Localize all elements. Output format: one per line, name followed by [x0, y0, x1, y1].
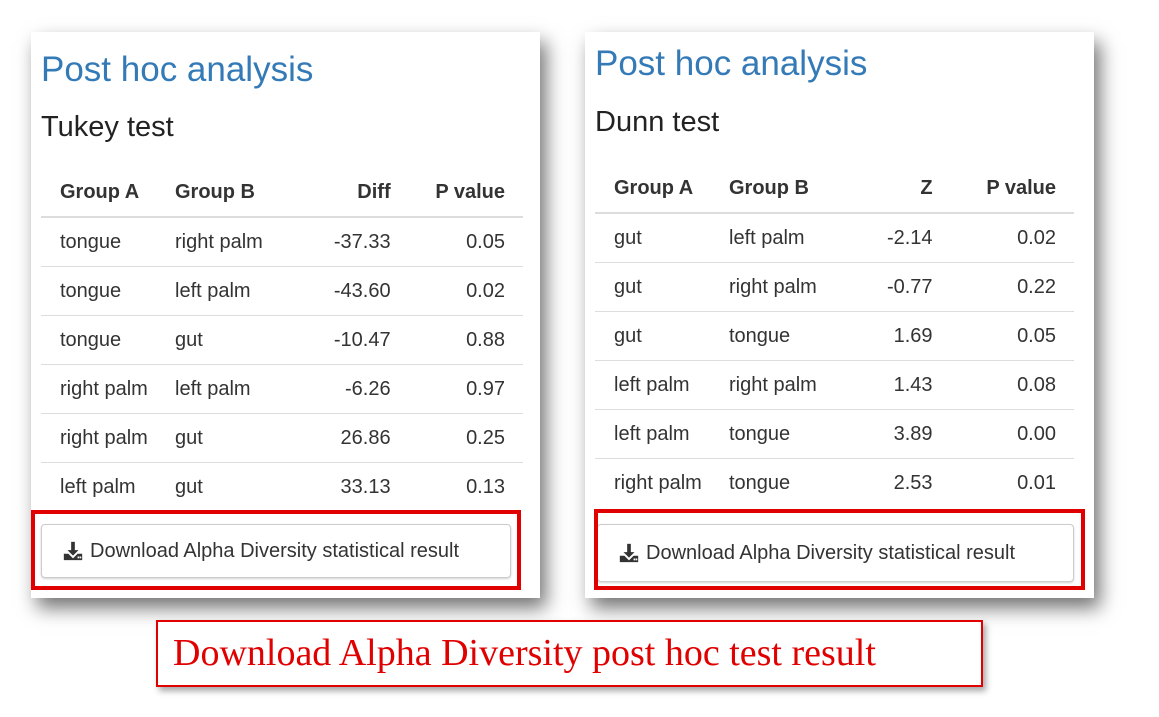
table-row: right palm gut 26.86 0.25: [41, 413, 523, 463]
download-button-label: Download Alpha Diversity statistical res…: [90, 539, 460, 562]
cell-z: 1.69: [859, 311, 933, 361]
cell-diff: 26.86: [305, 413, 391, 463]
column-header-group-a: Group A: [41, 181, 175, 218]
panel-title: Post hoc analysis: [595, 44, 868, 83]
cell-diff: -6.26: [305, 364, 391, 414]
column-header-diff: Diff: [305, 181, 391, 218]
cell-group-b: gut: [175, 413, 305, 463]
cell-group-a: gut: [595, 213, 729, 263]
cell-group-b: gut: [175, 475, 203, 498]
download-button-label: Download Alpha Diversity statistical res…: [646, 541, 1016, 564]
table-header-row: Group A Group B Z P value: [595, 177, 1074, 214]
cell-group-b: tongue: [729, 409, 859, 459]
cell-p-value: 0.08: [932, 360, 1074, 410]
cell-p-value: 0.22: [932, 262, 1074, 312]
tukey-results-table: Group A Group B Diff P value tongue righ…: [41, 181, 523, 511]
dunn-results-table: Group A Group B Z P value gut left palm …: [595, 177, 1074, 507]
dunn-panel: Post hoc analysis Dunn test Group A Grou…: [585, 32, 1094, 598]
cell-group-b: tongue: [729, 311, 859, 361]
cell-group-a: left palm: [595, 360, 729, 410]
cell-group-a: right palm: [614, 471, 702, 494]
cell-group-a: gut: [595, 311, 729, 361]
table-row: tongue right palm -37.33 0.05: [41, 217, 523, 267]
cell-group-a: tongue: [41, 217, 175, 267]
test-title: Dunn test: [595, 106, 720, 138]
download-icon: [63, 541, 83, 561]
cell-diff: -37.33: [305, 217, 391, 267]
panel-title: Post hoc analysis: [41, 50, 314, 89]
test-title: Tukey test: [41, 111, 174, 143]
table-header-row: Group A Group B Diff P value: [41, 181, 523, 218]
cell-p-value: 0.01: [1017, 471, 1056, 494]
callout-caption: Download Alpha Diversity post hoc test r…: [156, 620, 983, 687]
table-row: left palm right palm 1.43 0.08: [595, 360, 1074, 410]
cell-p-value: 0.13: [466, 475, 505, 498]
column-header-group-b: Group B: [175, 181, 305, 218]
cell-p-value: 0.25: [390, 413, 523, 463]
table-row: tongue gut -10.47 0.88: [41, 315, 523, 365]
cell-group-a: left palm: [595, 409, 729, 459]
table-row: left palm tongue 3.89 0.00: [595, 409, 1074, 459]
cell-z: 1.43: [859, 360, 933, 410]
cell-group-a: right palm: [41, 413, 175, 463]
table-row: gut right palm -0.77 0.22: [595, 262, 1074, 312]
cell-group-b: right palm: [175, 217, 305, 267]
cell-group-b: gut: [175, 315, 305, 365]
cell-group-a: tongue: [41, 266, 175, 316]
cell-p-value: 0.88: [390, 315, 523, 365]
table-row: right palm tongue 2.53 0.01: [595, 459, 1074, 508]
tukey-panel: Post hoc analysis Tukey test Group A Gro…: [31, 32, 540, 598]
cell-p-value: 0.02: [390, 266, 523, 316]
cell-p-value: 0.00: [932, 409, 1074, 459]
download-icon: [619, 543, 639, 563]
cell-diff: -43.60: [305, 266, 391, 316]
cell-group-a: tongue: [41, 315, 175, 365]
table-row: tongue left palm -43.60 0.02: [41, 266, 523, 316]
table-row: left palm gut 33.13 0.13: [41, 463, 523, 512]
cell-group-b: left palm: [175, 364, 305, 414]
column-header-p-value: P value: [390, 181, 523, 218]
cell-group-b: right palm: [729, 360, 859, 410]
cell-group-b: left palm: [175, 266, 305, 316]
cell-group-b: tongue: [729, 471, 791, 494]
cell-group-b: left palm: [729, 213, 859, 263]
cell-p-value: 0.02: [932, 213, 1074, 263]
download-tukey-result-button[interactable]: Download Alpha Diversity statistical res…: [41, 524, 511, 578]
cell-p-value: 0.05: [932, 311, 1074, 361]
column-header-p-value: P value: [932, 177, 1074, 214]
column-header-group-a: Group A: [595, 177, 729, 214]
cell-z: 2.53: [893, 471, 933, 494]
table-row: right palm left palm -6.26 0.97: [41, 364, 523, 414]
cell-z: -2.14: [859, 213, 933, 263]
cell-p-value: 0.05: [390, 217, 523, 267]
cell-diff: -10.47: [305, 315, 391, 365]
cell-z: -0.77: [859, 262, 933, 312]
cell-diff: 33.13: [340, 475, 391, 498]
cell-group-a: right palm: [41, 364, 175, 414]
column-header-z: Z: [859, 177, 933, 214]
cell-group-b: right palm: [729, 262, 859, 312]
cell-p-value: 0.97: [390, 364, 523, 414]
table-row: gut tongue 1.69 0.05: [595, 311, 1074, 361]
table-row: gut left palm -2.14 0.02: [595, 213, 1074, 263]
cell-z: 3.89: [859, 409, 933, 459]
cell-group-a: left palm: [60, 475, 136, 498]
highlight-box-right: [594, 509, 1085, 590]
download-dunn-result-button[interactable]: Download Alpha Diversity statistical res…: [597, 524, 1074, 582]
column-header-group-b: Group B: [729, 177, 859, 214]
cell-group-a: gut: [595, 262, 729, 312]
highlight-box-left: [31, 510, 521, 590]
